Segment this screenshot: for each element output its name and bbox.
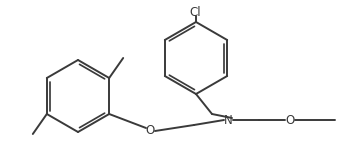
- Text: O: O: [285, 114, 295, 127]
- Text: N: N: [224, 114, 232, 127]
- Text: O: O: [145, 124, 155, 136]
- Text: Cl: Cl: [189, 5, 201, 19]
